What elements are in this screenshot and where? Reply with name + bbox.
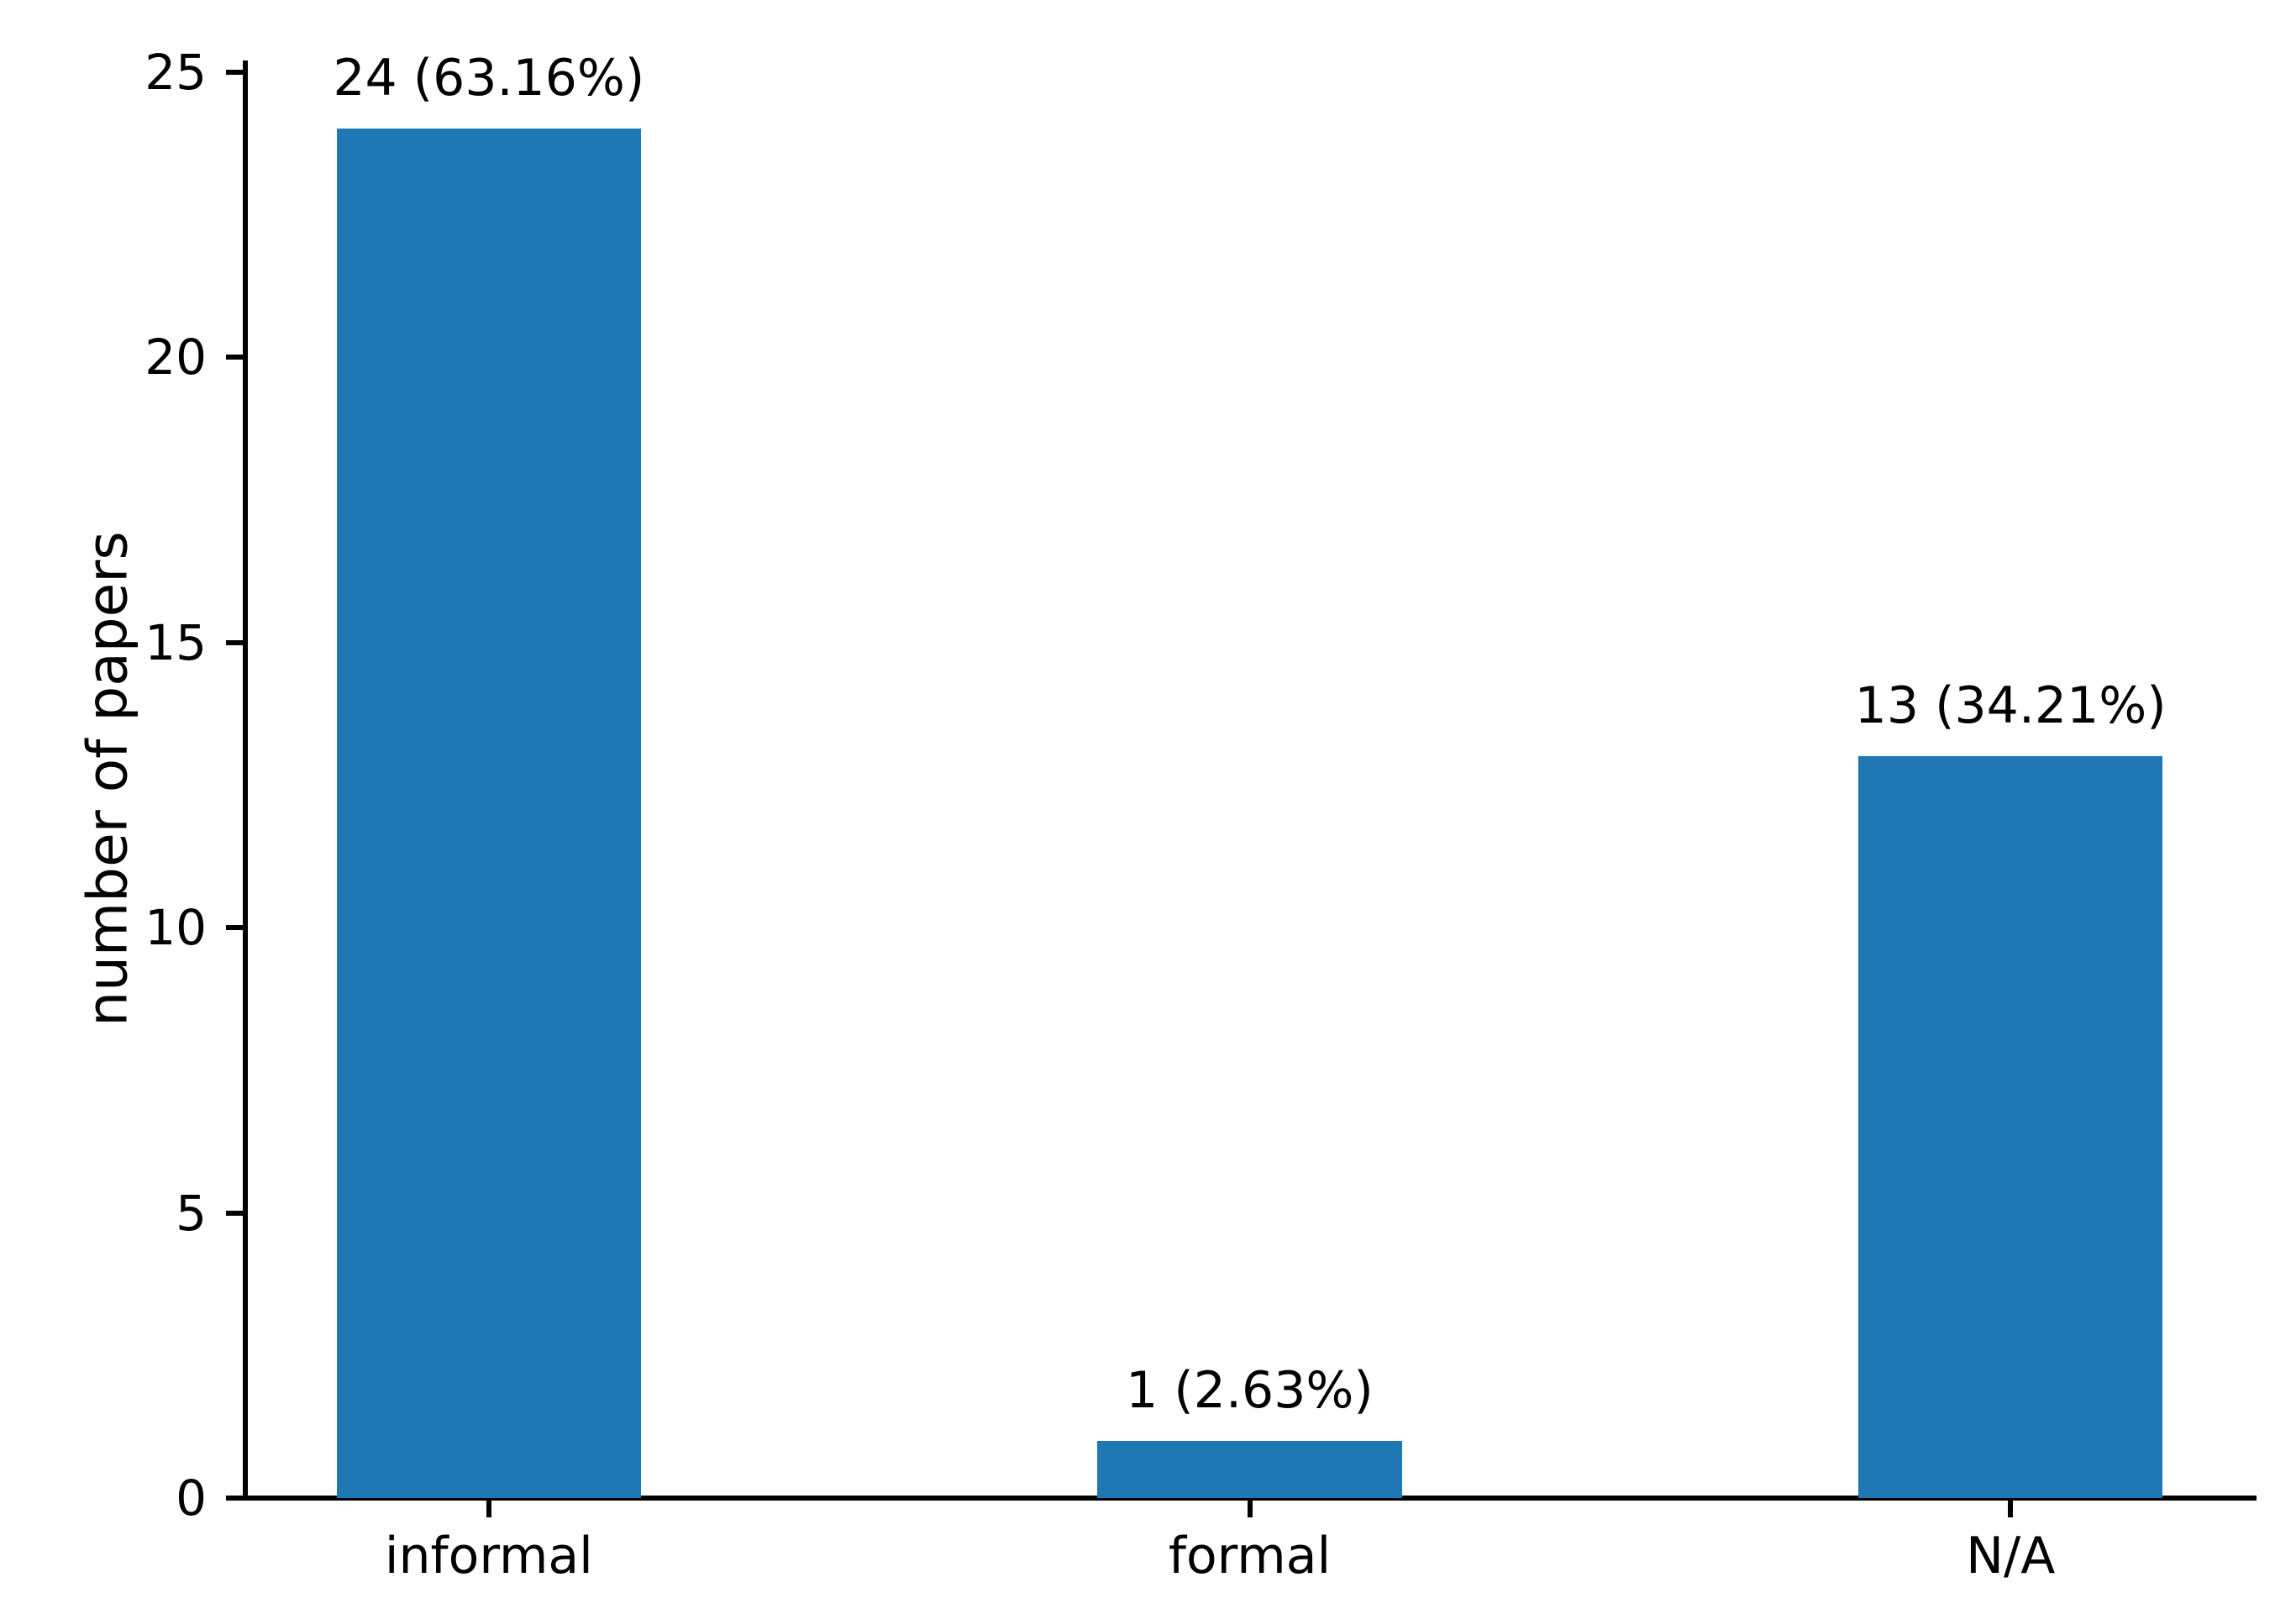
- y-tick-label: 15: [144, 613, 207, 671]
- bar-value-label: 1 (2.63%): [1126, 1361, 1374, 1421]
- plot-area: 0 5 10 15 20 25 informal 24 (63.16%) formal 1 (2.…: [144, 44, 2257, 1585]
- y-tick-label: 0: [176, 1469, 207, 1527]
- y-tick-mark: [226, 355, 243, 360]
- bar-value-label: 13 (34.21%): [1854, 676, 2167, 736]
- y-tick-label: 10: [144, 899, 207, 957]
- y-tick-label: 20: [144, 329, 207, 386]
- y-tick-mark: [226, 1210, 243, 1216]
- y-tick-mark: [226, 69, 243, 75]
- y-tick-label: 25: [144, 43, 207, 101]
- bar: [336, 129, 641, 1498]
- bar: [1097, 1441, 1402, 1498]
- y-axis-line: [243, 60, 248, 1501]
- x-tick-mark: [1247, 1501, 1253, 1517]
- x-tick-mark: [2008, 1501, 2014, 1517]
- x-category-label: informal: [384, 1527, 593, 1585]
- y-tick-mark: [226, 1496, 243, 1501]
- x-category-label: formal: [1168, 1527, 1332, 1585]
- x-category-label: N/A: [1966, 1527, 2056, 1585]
- y-tick-mark: [226, 925, 243, 931]
- y-tick-label: 5: [176, 1184, 207, 1242]
- x-tick-mark: [486, 1501, 491, 1517]
- y-axis-title: number of papers: [75, 531, 140, 1027]
- y-tick-mark: [226, 639, 243, 645]
- bar: [1858, 756, 2163, 1498]
- bar-value-label: 24 (63.16%): [333, 49, 645, 108]
- x-axis-line: [243, 1496, 2257, 1501]
